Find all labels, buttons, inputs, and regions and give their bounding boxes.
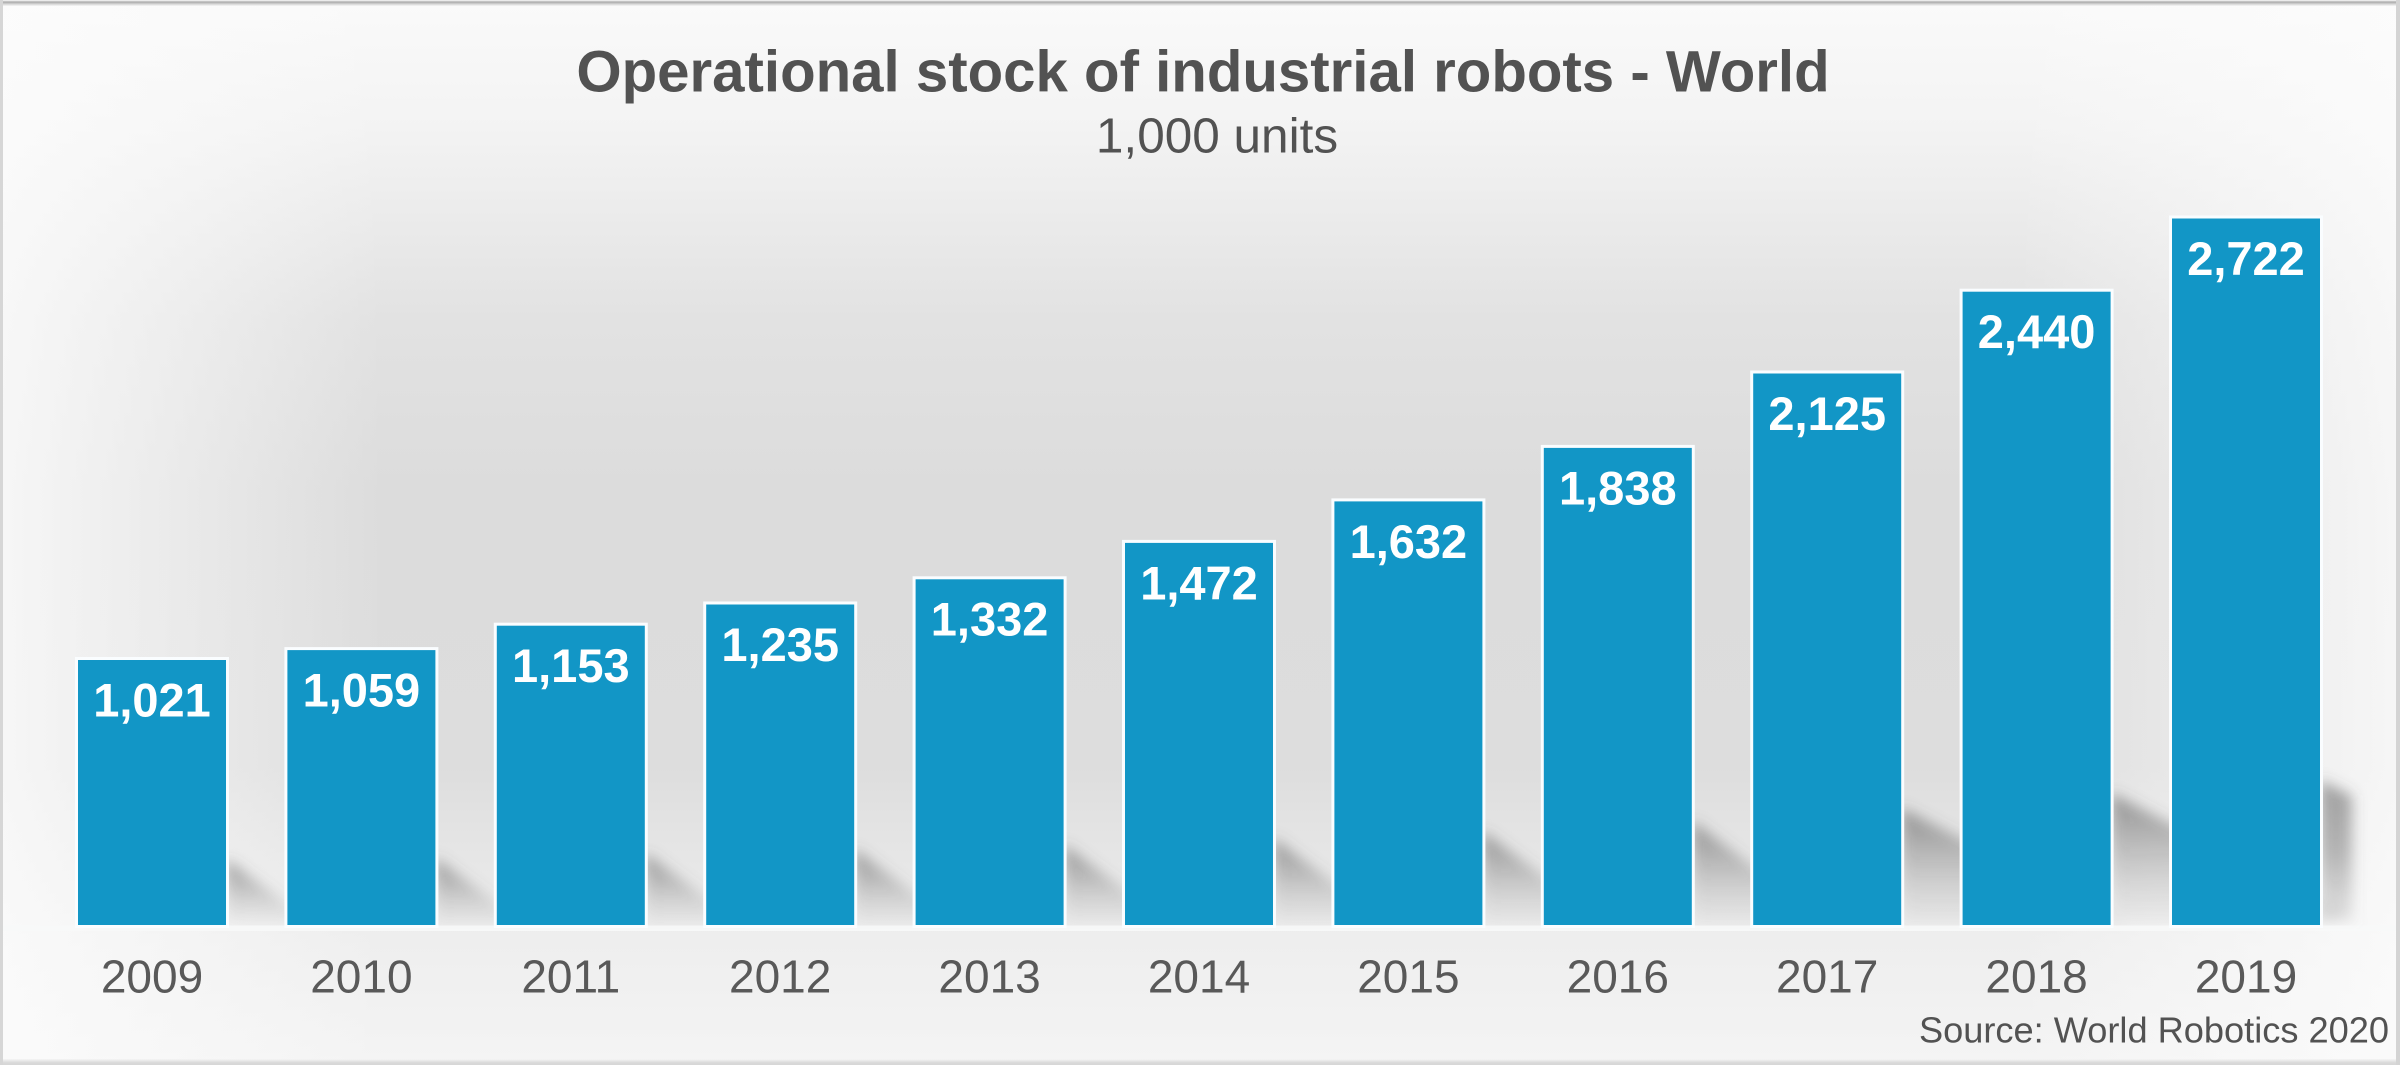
svg-text:2,722: 2,722	[2187, 232, 2305, 285]
svg-text:2010: 2010	[310, 950, 412, 1002]
svg-text:1,838: 1,838	[1559, 461, 1677, 514]
svg-text:2013: 2013	[938, 950, 1040, 1002]
svg-text:1,632: 1,632	[1350, 515, 1468, 568]
svg-text:2014: 2014	[1148, 950, 1250, 1002]
svg-text:1,021: 1,021	[93, 673, 211, 726]
svg-text:2016: 2016	[1567, 950, 1669, 1002]
svg-text:2,125: 2,125	[1768, 387, 1886, 440]
svg-text:2,440: 2,440	[1978, 305, 2096, 358]
svg-text:1,235: 1,235	[721, 618, 839, 671]
svg-text:1,472: 1,472	[1140, 556, 1258, 609]
svg-text:1,059: 1,059	[303, 664, 421, 717]
svg-text:2018: 2018	[1985, 950, 2087, 1002]
svg-text:1,332: 1,332	[931, 593, 1049, 646]
svg-text:2011: 2011	[521, 950, 620, 1002]
svg-text:2015: 2015	[1357, 950, 1459, 1002]
svg-text:1,153: 1,153	[512, 639, 630, 692]
svg-text:Operational stock of industria: Operational stock of industrial robots -…	[576, 40, 1829, 105]
svg-text:2017: 2017	[1776, 950, 1878, 1002]
svg-text:Source: World Robotics 2020: Source: World Robotics 2020	[1919, 1010, 2389, 1051]
svg-text:2019: 2019	[2195, 950, 2297, 1002]
svg-text:1,000 units: 1,000 units	[1096, 109, 1338, 164]
svg-text:2009: 2009	[101, 950, 203, 1002]
svg-text:2012: 2012	[729, 950, 831, 1002]
